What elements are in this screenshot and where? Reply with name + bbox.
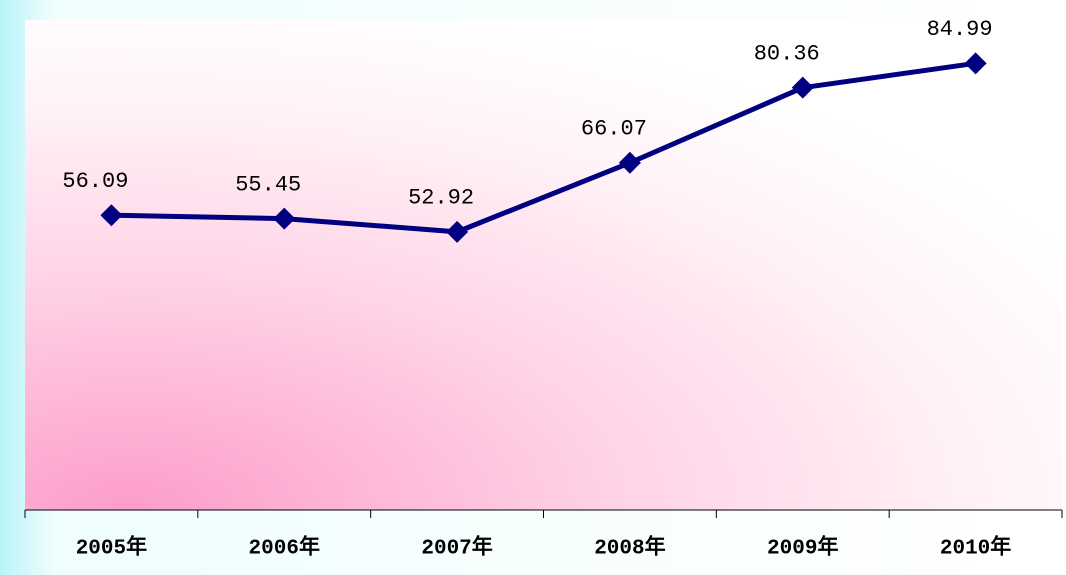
x-tick-label: 2006年 (249, 535, 320, 561)
x-tick-label: 2007年 (421, 535, 492, 561)
marker (964, 52, 987, 75)
data-label: 84.99 (927, 17, 993, 42)
marker (446, 220, 469, 243)
data-label: 55.45 (235, 172, 301, 197)
x-tick-label: 2008年 (594, 535, 665, 561)
marker (618, 151, 641, 174)
data-label: 66.07 (581, 117, 647, 142)
plot-area (25, 20, 1062, 510)
data-label: 56.09 (62, 169, 128, 194)
x-tick-label: 2009年 (767, 535, 838, 561)
x-tick-label: 2005年 (76, 535, 147, 561)
marker (100, 204, 123, 227)
data-label: 80.36 (754, 41, 820, 66)
series-line (111, 60, 976, 235)
marker (273, 207, 296, 230)
marker (791, 76, 814, 99)
data-label: 52.92 (408, 186, 474, 211)
x-tick-label: 2010年 (940, 535, 1011, 561)
